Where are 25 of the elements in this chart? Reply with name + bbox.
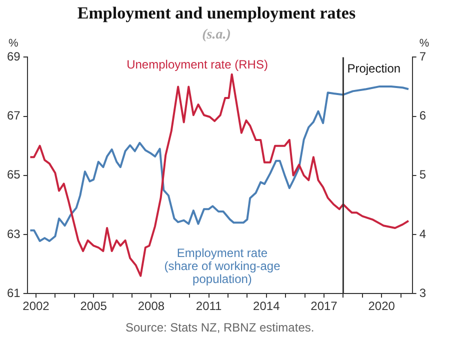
y-tick-label: 63 [6,226,21,241]
y-tick-label: 65 [6,168,21,182]
x-tick-label: 2002 [22,299,50,314]
y2-axis-title: % [419,38,430,50]
y2-tick-label: 4 [419,226,426,241]
x-tick-label: 2011 [196,299,222,314]
x-tick-label: 2020 [368,299,396,314]
y-axis-title: % [8,38,18,50]
x-tick-label: 2014 [253,299,280,314]
y2-tick-label: 5 [419,168,426,182]
x-tick-label: 2005 [80,299,108,314]
y2-tick-label: 3 [419,286,426,300]
text: Employment rate (share of working-age population) [164,246,281,286]
x-tick-label: 2017 [310,299,338,314]
x-tick-label: 2008 [138,299,165,314]
chart-subtitle: (s.a.) [202,27,231,42]
series-label: Unemployment rate (RHS) [126,58,268,72]
y-tick-label: 67 [6,108,21,123]
y-tick-label: 69 [6,50,21,64]
y-tick-label: 61 [6,286,21,300]
source-note: Source: Stats NZ, RBNZ estimates. [125,320,314,334]
ref-line-label: Projection [347,62,401,76]
chart-title: Employment and unemployment rates [77,4,356,23]
y2-tick-label: 6 [419,108,426,123]
y2-tick-label: 7 [419,50,426,64]
